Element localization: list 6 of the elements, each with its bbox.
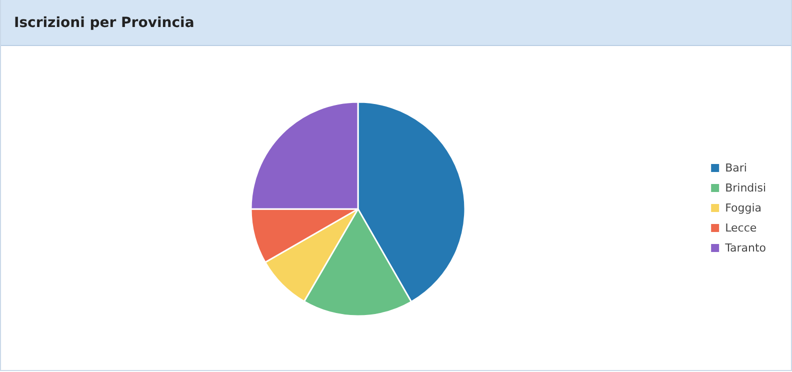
legend-label: Bari bbox=[725, 162, 747, 174]
legend-label: Lecce bbox=[725, 222, 757, 234]
text: Iscrizioni per Provincia bbox=[1, 0, 791, 46]
legend-label: Brindisi bbox=[725, 182, 766, 194]
legend-label: Taranto bbox=[724, 242, 766, 254]
legend-label: Foggia bbox=[725, 202, 762, 214]
